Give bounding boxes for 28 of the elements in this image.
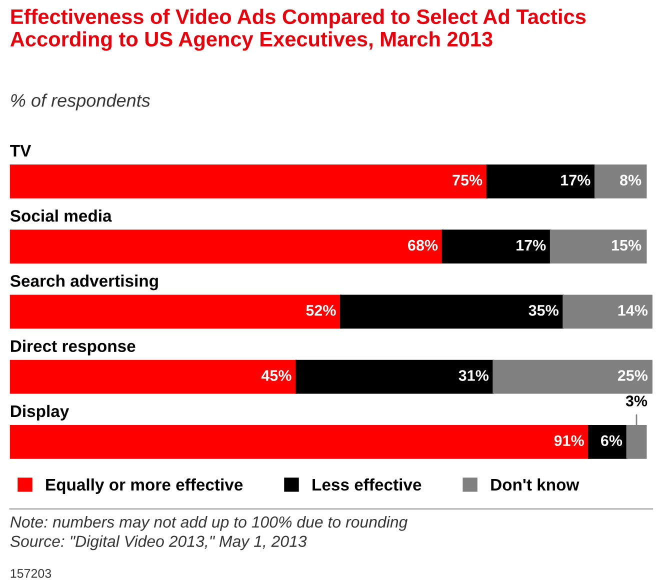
y-tick-label: Search advertising	[10, 274, 158, 290]
data-label: 17%	[516, 240, 546, 251]
data-label: 15%	[612, 240, 642, 251]
data-label: 3%	[626, 396, 648, 406]
data-label: 17%	[561, 174, 590, 186]
y-tick-label: Direct response	[11, 340, 136, 356]
chart-subtitle: % of respondents	[11, 94, 150, 110]
source-note: Source: "Digital Video 2013," May 1, 2013	[10, 535, 307, 550]
data-label: 75%	[452, 174, 482, 186]
chart-title: Effectiveness of Video Ads Compared to Select Ad Tactics According to US Agency Executives, March 2013	[10, 8, 586, 51]
data-label: 14%	[618, 305, 648, 316]
legend-label: Equally or more effective	[46, 478, 243, 494]
data-label: 45%	[261, 370, 292, 381]
text: 157203	[10, 569, 52, 578]
y-tick-label: Social media	[10, 210, 112, 222]
legend-label: Don't know	[491, 478, 580, 491]
text: Note: numbers may not add up to 100% due to rounding	[10, 516, 408, 531]
data-label: 8%	[620, 174, 642, 186]
data-label: 91%	[554, 435, 584, 446]
data-label: 25%	[618, 370, 648, 381]
legend-label: Less effective	[312, 478, 422, 491]
y-tick-label: TV	[10, 145, 32, 157]
data-label: 68%	[408, 240, 438, 251]
data-label: 52%	[306, 304, 336, 316]
y-tick-label: Display	[11, 404, 70, 420]
data-label: 31%	[458, 370, 489, 381]
data-label: 35%	[528, 304, 558, 316]
data-label: 6%	[600, 435, 622, 446]
